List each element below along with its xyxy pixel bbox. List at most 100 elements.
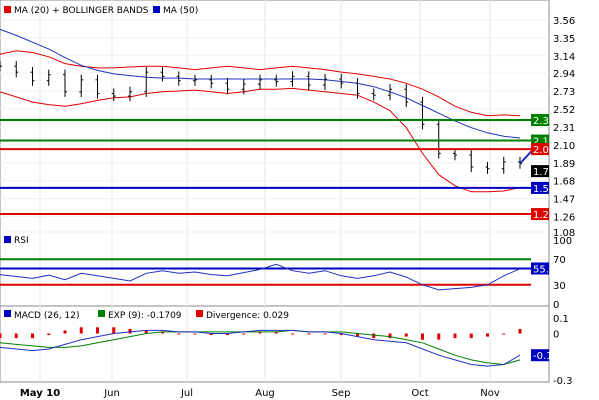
- price-ytick-label: 1.89: [553, 159, 575, 170]
- divergence-bar: [291, 333, 294, 335]
- legend-swatch-divergence: [196, 310, 203, 317]
- legend-exp-label: EXP (9): -0.1709: [108, 311, 182, 321]
- xtick-label: Oct: [411, 388, 428, 399]
- level-1.5957-tag: [531, 181, 549, 194]
- level-1.5957-tag-label: 1.5957: [533, 184, 568, 195]
- legend-swatch-macd: [4, 310, 11, 317]
- rsi-ytick-label: 30: [553, 281, 566, 292]
- divergence-bar: [372, 333, 376, 339]
- legend-rsi-label: RSI: [14, 236, 29, 246]
- macd-signal-line: [0, 329, 521, 366]
- xtick-label: Aug: [255, 388, 275, 399]
- divergence-bar: [128, 328, 132, 334]
- macd-line: [0, 329, 521, 367]
- price-ytick-label: 2.73: [553, 87, 575, 98]
- legend-swatch-exp: [98, 310, 105, 317]
- divergence-bar: [209, 333, 213, 336]
- divergence-bar: [486, 333, 489, 337]
- divergence-bar: [502, 333, 506, 335]
- price-ytick-label: 3.35: [553, 34, 575, 45]
- legend-macd-label: MACD (26, 12): [14, 311, 80, 321]
- rsi-ytick-label: 0: [553, 300, 559, 311]
- price-ytick-label: 2.52: [553, 105, 575, 116]
- rsi-level-55.51-tag-label: 55.51: [533, 264, 562, 275]
- price-ytick-label: 2.10: [553, 141, 575, 152]
- legend-swatch-ma20: [4, 6, 11, 13]
- divergence-bar: [63, 330, 67, 334]
- level-2.39-tag-label: 2.39: [533, 116, 555, 127]
- divergence-bar: [274, 331, 278, 334]
- macd-ytick-label: 0: [553, 330, 559, 341]
- divergence-bar: [144, 330, 148, 334]
- divergence-bar: [31, 333, 34, 339]
- price-legend: MA (20) + BOLLINGER BANDS MA (50): [4, 6, 198, 16]
- divergence-bar: [96, 327, 99, 334]
- level-2.05-tag-label: 2.05: [533, 145, 555, 156]
- divergence-bar: [453, 333, 457, 339]
- legend-swatch-ma50: [153, 6, 160, 13]
- divergence-bar: [356, 333, 359, 337]
- legend-divergence-label: Divergence: 0.029: [206, 311, 289, 321]
- divergence-bar: [79, 327, 83, 334]
- price-ytick-label: 1.26: [553, 213, 575, 224]
- divergence-bar: [437, 333, 441, 340]
- divergence-bar: [339, 333, 343, 336]
- level-1.792-tag-label: 1.792: [533, 167, 562, 178]
- macd-level--0.14-tag: [531, 349, 549, 362]
- macd-legend: MACD (26, 12) EXP (9): -0.1709 Divergenc…: [4, 310, 289, 321]
- level-2.15-tag-label: 2.15: [533, 137, 555, 148]
- rsi-legend: RSI: [4, 236, 29, 246]
- divergence-bar: [112, 327, 116, 334]
- rsi-line: [0, 263, 521, 291]
- divergence-bar: [518, 329, 522, 334]
- legend-ma50-label: MA (50): [163, 6, 198, 16]
- legend-ma20-label: MA (20) + BOLLINGER BANDS: [14, 6, 149, 16]
- xtick-label: Jun: [103, 388, 120, 399]
- xtick-label: Sep: [332, 388, 351, 399]
- macd-plot: [0, 327, 522, 367]
- divergence-bar: [307, 333, 311, 335]
- divergence-bar: [193, 333, 197, 335]
- divergence-bar: [323, 333, 327, 335]
- divergence-bar: [47, 333, 51, 336]
- price-ytick-label: 2.94: [553, 69, 575, 80]
- level-2.05-tag: [531, 143, 549, 156]
- divergence-bar: [258, 331, 262, 334]
- level-1.792-tag: [531, 165, 549, 178]
- price-ytick-label: 2.31: [553, 123, 575, 134]
- divergence-bar: [177, 333, 181, 335]
- macd-ytick-label: -0.3: [553, 376, 573, 387]
- price-ytick-label: 3.14: [553, 52, 575, 63]
- legend-swatch-rsi: [4, 236, 11, 243]
- macd-ytick-label: 0.1: [553, 314, 569, 325]
- price-ytick-label: 1.47: [553, 195, 575, 206]
- level-1.29-tag: [531, 208, 549, 221]
- divergence-bar: [421, 333, 424, 340]
- divergence-bar: [0, 333, 2, 339]
- price-panel: [0, 0, 550, 233]
- divergence-bar: [469, 333, 473, 339]
- xtick-label: May 10: [20, 388, 60, 399]
- price-plot: [0, 28, 544, 216]
- divergence-bar: [161, 331, 164, 334]
- grid: [0, 0, 549, 382]
- price-ytick-label: 1.68: [553, 177, 575, 188]
- price-ytick-label: 1.08: [553, 228, 575, 239]
- price-ytick-label: 3.56: [553, 16, 575, 27]
- rsi-level-55.51-tag: [531, 262, 549, 275]
- divergence-bar: [14, 333, 18, 339]
- divergence-bar: [388, 333, 392, 339]
- xtick-label: Jul: [180, 388, 193, 399]
- divergence-bar: [404, 333, 408, 337]
- level-1.29-tag-label: 1.29: [533, 210, 555, 221]
- divergence-bar: [242, 333, 246, 335]
- rsi-ytick-label: 100: [553, 236, 572, 247]
- divergence-bar: [226, 333, 229, 336]
- xtick-label: Nov: [480, 388, 500, 399]
- axes: 3.56 3.35 3.14 2.94 2.73 2.52 2.31 2.10 1.89 1.68…: [20, 16, 575, 399]
- rsi-ytick-label: 70: [553, 255, 566, 266]
- level-2.39-tag: [531, 114, 549, 127]
- macd-level--0.14-tag-label: -0.14: [533, 351, 559, 362]
- rsi-plot: [0, 258, 531, 291]
